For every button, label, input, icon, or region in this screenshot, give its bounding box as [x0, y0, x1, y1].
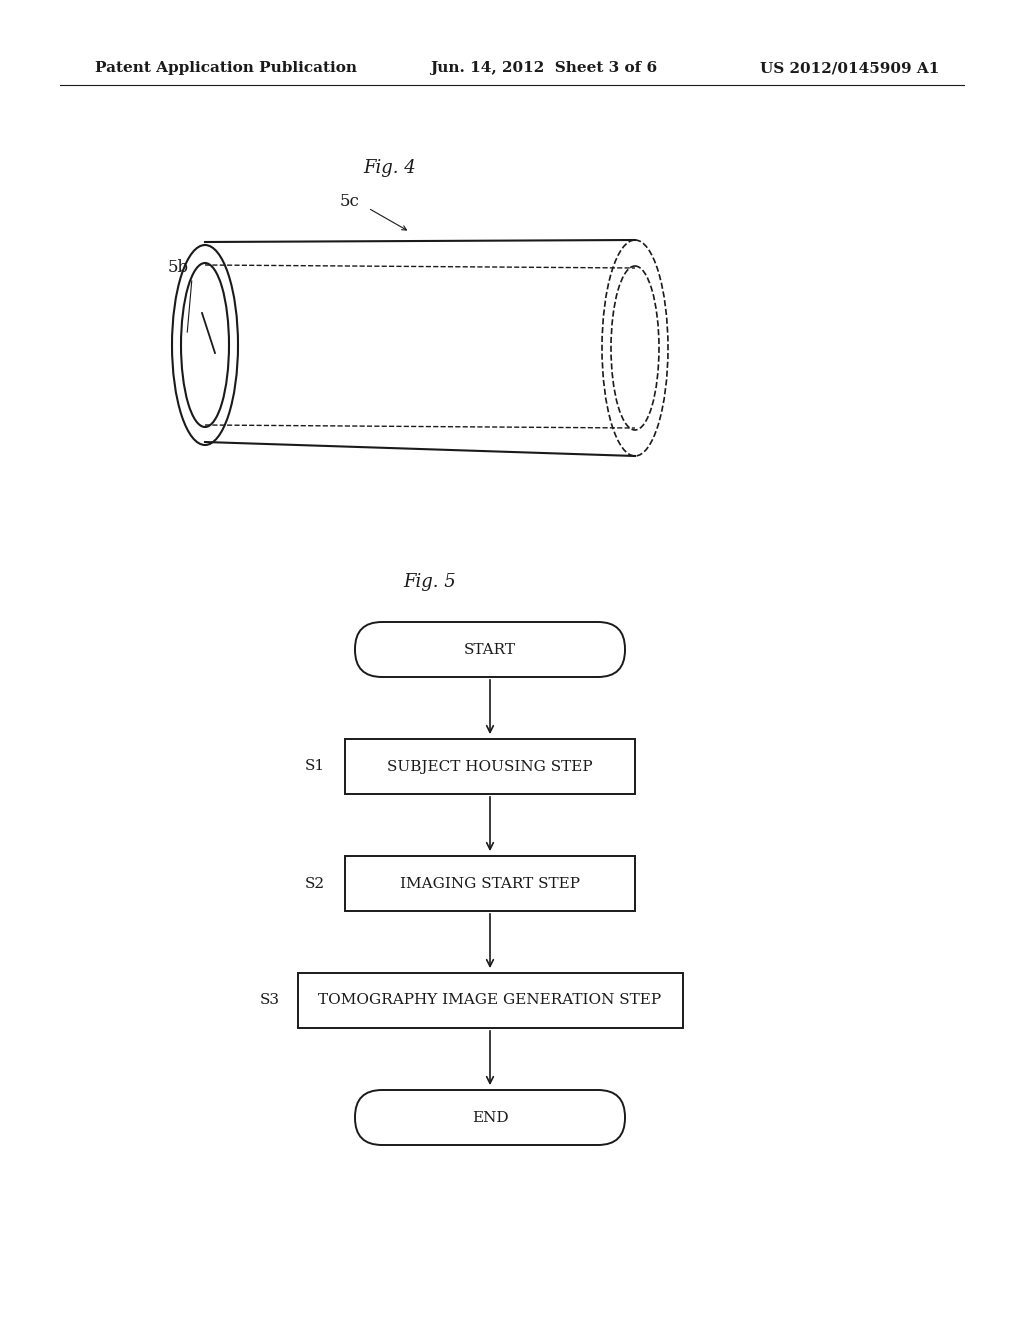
Text: US 2012/0145909 A1: US 2012/0145909 A1	[760, 61, 939, 75]
Text: S1: S1	[305, 759, 325, 774]
Text: 5c: 5c	[340, 194, 359, 210]
Text: Fig. 4: Fig. 4	[364, 158, 417, 177]
Text: TOMOGRAPHY IMAGE GENERATION STEP: TOMOGRAPHY IMAGE GENERATION STEP	[318, 994, 662, 1007]
Text: Fig. 5: Fig. 5	[403, 573, 457, 591]
Text: 5b: 5b	[168, 260, 189, 276]
Bar	[345, 739, 635, 795]
Text: S2: S2	[305, 876, 325, 891]
Text: START: START	[464, 643, 516, 656]
Text: SUBJECT HOUSING STEP: SUBJECT HOUSING STEP	[387, 759, 593, 774]
Text: IMAGING START STEP: IMAGING START STEP	[400, 876, 580, 891]
Text: Jun. 14, 2012  Sheet 3 of 6: Jun. 14, 2012 Sheet 3 of 6	[430, 61, 657, 75]
Bar	[345, 855, 635, 911]
Bar	[298, 973, 683, 1028]
Text: END: END	[472, 1110, 508, 1125]
Text: Patent Application Publication: Patent Application Publication	[95, 61, 357, 75]
Text: S3: S3	[259, 994, 280, 1007]
FancyBboxPatch shape	[355, 1090, 625, 1144]
FancyBboxPatch shape	[355, 622, 625, 677]
